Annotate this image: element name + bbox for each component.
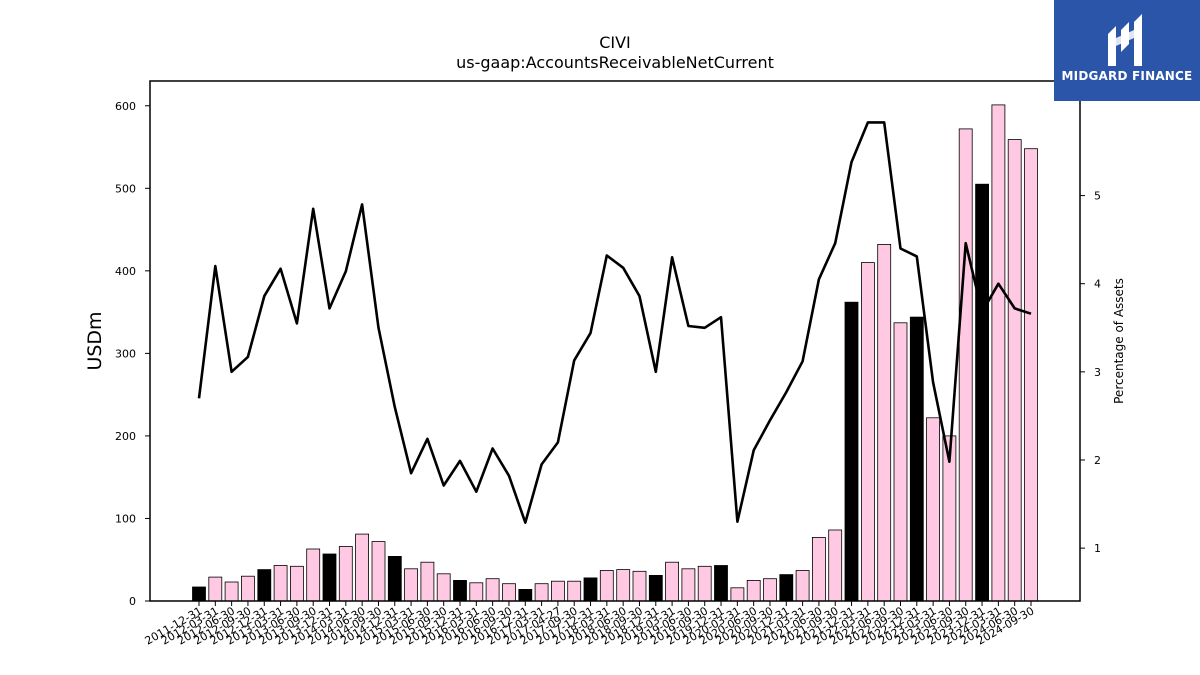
bar	[420, 561, 435, 602]
bar	[746, 580, 761, 602]
y2-tick-label: 5	[1094, 190, 1101, 203]
bar	[273, 565, 288, 602]
bar	[616, 569, 631, 602]
y-axis-label: USDm	[84, 311, 106, 370]
bar	[289, 565, 304, 602]
bar	[338, 546, 353, 602]
bar	[632, 570, 647, 602]
line-path	[197, 121, 1032, 524]
y-tick-label: 200	[115, 430, 136, 443]
bar	[240, 575, 255, 602]
bar	[730, 587, 745, 602]
bar	[763, 578, 777, 602]
bar	[926, 417, 940, 602]
bar	[665, 561, 679, 602]
y2-tick-label: 2	[1094, 454, 1101, 467]
y-tick-label: 0	[129, 595, 136, 608]
bar	[534, 583, 549, 602]
y2-axis-label: Percentage of Assets	[1112, 278, 1126, 404]
midgard-logo-icon	[1108, 14, 1142, 66]
bar	[958, 128, 973, 602]
bar	[648, 575, 663, 602]
y2-tick-label: 3	[1094, 366, 1101, 379]
y-tick-label: 600	[115, 100, 136, 113]
bar	[387, 556, 402, 602]
bar	[436, 573, 451, 602]
bar	[1007, 139, 1022, 602]
y-tick-label: 300	[115, 347, 136, 360]
bar	[469, 582, 484, 602]
y2-tick-label: 4	[1094, 278, 1101, 291]
bar	[453, 580, 467, 602]
bar	[355, 533, 370, 602]
bar	[518, 589, 533, 602]
bar	[224, 581, 239, 602]
bar	[893, 322, 908, 602]
plot-frame	[149, 80, 1081, 602]
bar	[502, 583, 516, 602]
bar	[322, 553, 337, 602]
bar	[812, 537, 826, 602]
x-axis: 2011-12-312012-03-312012-06-302012-09-30…	[143, 601, 1037, 648]
y-tick-label: 400	[115, 265, 136, 278]
bar	[208, 576, 223, 602]
brand-logo: MIDGARD FINANCE	[1054, 0, 1200, 101]
bar	[697, 565, 712, 602]
y-tick-label: 100	[115, 512, 136, 525]
bar	[583, 577, 598, 602]
bar-series	[192, 104, 1038, 602]
bar	[404, 568, 419, 602]
left-axis: 0 100 200 300 400 500 600	[115, 100, 150, 608]
bar	[567, 580, 582, 602]
line-series	[197, 121, 1032, 524]
bar	[975, 183, 989, 602]
bar	[861, 262, 875, 602]
bar	[599, 570, 614, 602]
bar	[681, 568, 696, 602]
right-axis: 1 2 3 4 5	[1080, 190, 1101, 555]
bar	[877, 243, 892, 602]
bar	[485, 578, 500, 602]
bar	[844, 301, 859, 602]
bar	[306, 548, 321, 602]
bar	[779, 574, 794, 602]
bar	[551, 580, 565, 602]
bar	[257, 569, 272, 602]
bar	[192, 586, 206, 602]
bar	[795, 570, 810, 602]
chart-title: CIVI	[599, 33, 631, 52]
bar	[828, 529, 843, 602]
bar	[371, 541, 386, 602]
logo-text: MIDGARD FINANCE	[1061, 69, 1193, 83]
bar	[1024, 148, 1038, 602]
bar	[714, 565, 728, 602]
y-tick-label: 500	[115, 182, 136, 195]
chart-subtitle: us-gaap:AccountsReceivableNetCurrent	[456, 53, 774, 72]
bar	[909, 316, 924, 602]
bar	[991, 104, 1006, 602]
y2-tick-label: 1	[1094, 542, 1101, 555]
